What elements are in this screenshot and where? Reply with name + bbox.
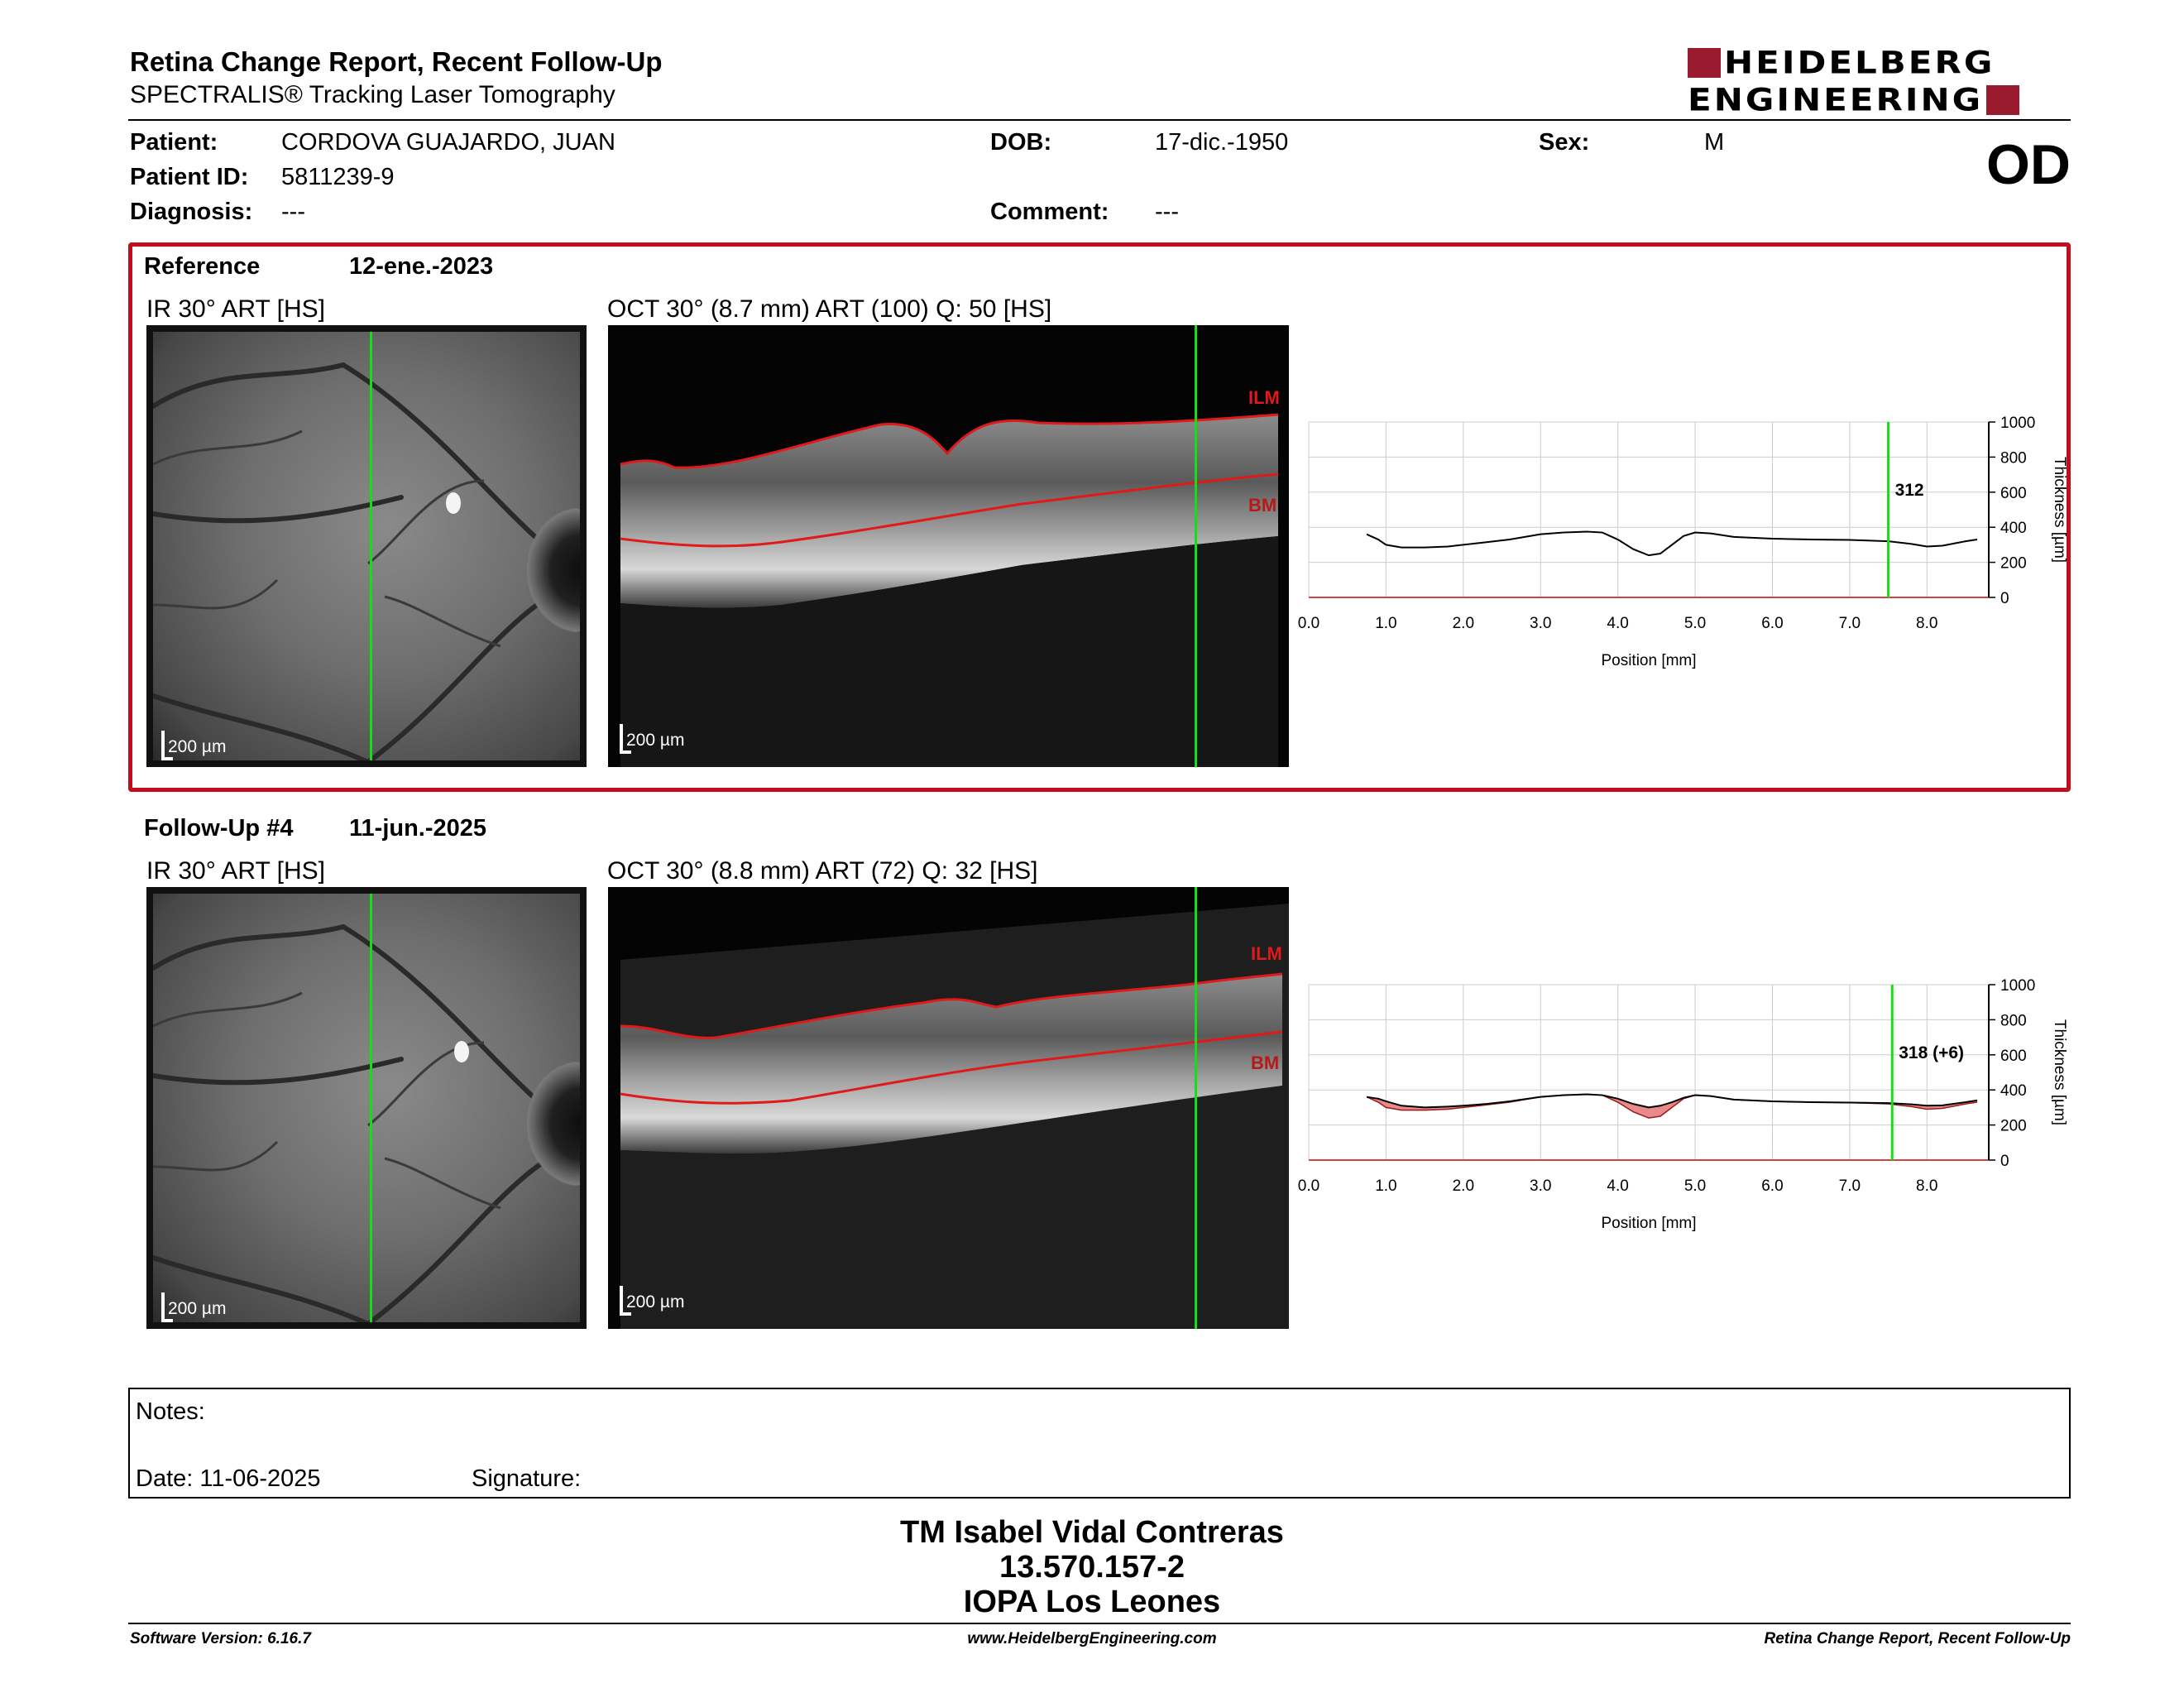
followup-ir-title: IR 30° ART [HS] xyxy=(146,857,325,885)
reference-thickness-chart: 0 200 400 600 800 1000 0.0 1.0 2.0 3.0 4.0 5.0 6.0 7.… xyxy=(1298,415,2068,669)
reference-bm-label: BM xyxy=(1248,495,1277,516)
followup-thickness-line xyxy=(1366,1093,1978,1119)
x-tick-label: 3.0 xyxy=(1530,615,1551,632)
x-tick-label: 0.0 xyxy=(1298,1177,1320,1195)
followup-date: 11-jun.-2025 xyxy=(349,815,487,842)
x-tick-label: 8.0 xyxy=(1916,1177,1937,1195)
followup-ir-fundus-image: 200 µm xyxy=(146,887,587,1329)
y-tick-label: 200 xyxy=(2000,1118,2027,1135)
x-tick-label: 5.0 xyxy=(1684,615,1706,632)
cursor-thickness-label: 312 xyxy=(1895,481,1924,500)
report-subtitle: SPECTRALIS® Tracking Laser Tomography xyxy=(130,81,615,108)
heidelberg-logo-line2: ENGINEERING xyxy=(1688,84,2020,117)
reference-oct-layers xyxy=(620,413,1279,767)
followup-thickness-chart: 0 200 400 600 800 1000 0.0 1.0 2.0 3.0 4.0 5.0 6.0 7.… xyxy=(1298,977,2068,1232)
notes-box[interactable] xyxy=(128,1388,2071,1499)
y-axis-label: Thickness [µm] xyxy=(2051,457,2068,563)
sex-value: M xyxy=(1704,129,1725,156)
x-tick-label: 2.0 xyxy=(1453,1177,1474,1195)
y-tick-label: 1000 xyxy=(2000,977,2035,995)
followup-bm-label: BM xyxy=(1251,1053,1280,1073)
oct-cursor-line[interactable] xyxy=(1195,887,1197,1329)
x-tick-label: 6.0 xyxy=(1761,1177,1783,1195)
dob-value: 17-dic.-1950 xyxy=(1155,129,1289,156)
y-tick-label: 400 xyxy=(2000,520,2027,537)
institution-name: IOPA Los Leones xyxy=(963,1585,1221,1619)
y-tick-label: 1000 xyxy=(2000,415,2035,432)
comment-label: Comment: xyxy=(990,199,1109,225)
patient-id: 5811239-9 xyxy=(281,164,395,190)
reference-ir-title: IR 30° ART [HS] xyxy=(146,295,325,323)
eye-indicator: OD xyxy=(1986,133,2071,196)
signature-label: Signature: xyxy=(472,1465,582,1492)
oct-cursor-line[interactable] xyxy=(1195,325,1197,767)
reference-oct-bscan-image: ILM BM 200 µm xyxy=(608,325,1289,767)
cursor-thickness-label: 318 (+6) xyxy=(1899,1043,1964,1062)
y-tick-label: 600 xyxy=(2000,485,2027,502)
logo-square-icon xyxy=(1688,48,1721,78)
report-title: Retina Change Report, Recent Follow-Up xyxy=(130,46,663,77)
software-version: Software Version: 6.16.7 xyxy=(130,1630,311,1647)
x-axis-label: Position [mm] xyxy=(1601,1215,1696,1232)
bright-lesion xyxy=(446,492,461,514)
technician-name: TM Isabel Vidal Contreras xyxy=(900,1515,1284,1550)
header-divider xyxy=(128,119,2071,121)
x-tick-label: 2.0 xyxy=(1453,615,1474,632)
reference-oct-title: OCT 30° (8.7 mm) ART (100) Q: 50 [HS] xyxy=(607,295,1052,323)
x-tick-label: 1.0 xyxy=(1375,615,1396,632)
reference-label: Reference xyxy=(144,253,261,280)
sex-label: Sex: xyxy=(1539,129,1590,156)
footer-divider xyxy=(128,1623,2071,1624)
y-tick-label: 800 xyxy=(2000,449,2027,467)
comment-value: --- xyxy=(1155,199,1179,225)
x-tick-label: 5.0 xyxy=(1684,1177,1706,1195)
reference-frame xyxy=(128,242,2071,792)
dob-label: DOB: xyxy=(990,129,1052,156)
x-tick-label: 3.0 xyxy=(1530,1177,1551,1195)
y-tick-label: 800 xyxy=(2000,1012,2027,1029)
patient-id-label: Patient ID: xyxy=(130,164,249,190)
x-tick-label: 6.0 xyxy=(1761,615,1783,632)
x-tick-label: 1.0 xyxy=(1375,1177,1396,1195)
x-tick-label: 0.0 xyxy=(1298,615,1320,632)
website-link[interactable]: www.HeidelbergEngineering.com xyxy=(967,1630,1217,1647)
footer-report-name: Retina Change Report, Recent Follow-Up xyxy=(1764,1630,2071,1647)
bright-lesion xyxy=(454,1041,469,1062)
y-tick-label: 400 xyxy=(2000,1082,2027,1100)
y-tick-label: 0 xyxy=(2000,1153,2009,1170)
x-tick-label: 7.0 xyxy=(1839,615,1861,632)
logo-square-icon xyxy=(1986,85,2020,115)
followup-label: Follow-Up #4 xyxy=(144,815,294,842)
technician-id: 13.570.157-2 xyxy=(999,1550,1185,1585)
y-tick-label: 0 xyxy=(2000,590,2009,607)
x-tick-label: 7.0 xyxy=(1839,1177,1861,1195)
y-axis-label: Thickness [µm] xyxy=(2051,1019,2068,1125)
reference-ir-fundus-image: 200 µm xyxy=(146,325,587,767)
followup-oct-bscan-image: ILM BM 200 µm xyxy=(608,887,1289,1329)
thickness-line xyxy=(1366,530,1978,557)
patient-name: CORDOVA GUAJARDO, JUAN xyxy=(281,129,615,156)
patient-label: Patient: xyxy=(130,129,218,156)
x-tick-label: 8.0 xyxy=(1916,615,1937,632)
followup-ilm-label: ILM xyxy=(1251,943,1282,964)
x-axis-label: Position [mm] xyxy=(1601,652,1696,669)
followup-oct-title: OCT 30° (8.8 mm) ART (72) Q: 32 [HS] xyxy=(607,857,1038,885)
followup-oct-layers xyxy=(620,904,1289,1329)
diagnosis-label: Diagnosis: xyxy=(130,199,253,225)
date-label: Date: 11-06-2025 xyxy=(136,1465,321,1492)
y-tick-label: 600 xyxy=(2000,1048,2027,1065)
reference-ilm-label: ILM xyxy=(1248,387,1280,408)
x-tick-label: 4.0 xyxy=(1607,1177,1628,1195)
scan-position-line[interactable] xyxy=(370,332,372,760)
scan-position-line[interactable] xyxy=(370,894,372,1322)
diagnosis-value: --- xyxy=(281,199,305,225)
reference-date: 12-ene.-2023 xyxy=(349,253,494,280)
heidelberg-logo-line1: HEIDELBERG xyxy=(1688,46,1995,79)
x-tick-label: 4.0 xyxy=(1607,615,1628,632)
notes-label: Notes: xyxy=(136,1398,205,1425)
reference-thickness-line xyxy=(1366,1093,1978,1109)
y-tick-label: 200 xyxy=(2000,555,2027,573)
